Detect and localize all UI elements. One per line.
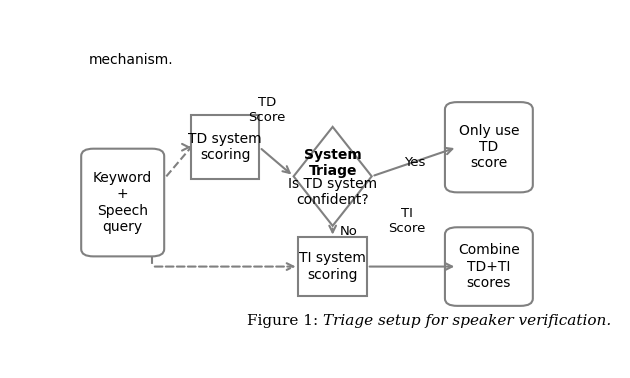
FancyBboxPatch shape xyxy=(191,115,260,179)
FancyBboxPatch shape xyxy=(445,102,533,192)
Text: Triage setup for speaker verification.: Triage setup for speaker verification. xyxy=(323,314,611,328)
Text: TI
Score: TI Score xyxy=(389,206,426,234)
Text: System
Triage: System Triage xyxy=(304,148,362,178)
Text: TI system
scoring: TI system scoring xyxy=(299,251,366,282)
Text: Combine
TD+TI
scores: Combine TD+TI scores xyxy=(458,243,520,290)
Text: No: No xyxy=(340,225,358,238)
Text: TD
Score: TD Score xyxy=(248,96,285,124)
FancyBboxPatch shape xyxy=(445,227,533,306)
FancyBboxPatch shape xyxy=(81,149,164,256)
Text: TD system
scoring: TD system scoring xyxy=(188,132,262,162)
Text: Keyword
+
Speech
query: Keyword + Speech query xyxy=(93,171,152,234)
FancyBboxPatch shape xyxy=(299,237,367,296)
Text: Only use
TD
score: Only use TD score xyxy=(459,124,519,170)
Polygon shape xyxy=(294,127,372,226)
Text: Figure 1:: Figure 1: xyxy=(247,314,323,328)
Text: mechanism.: mechanism. xyxy=(88,53,173,67)
Text: Yes: Yes xyxy=(404,156,425,169)
Text: Is TD system
confident?: Is TD system confident? xyxy=(288,177,377,208)
